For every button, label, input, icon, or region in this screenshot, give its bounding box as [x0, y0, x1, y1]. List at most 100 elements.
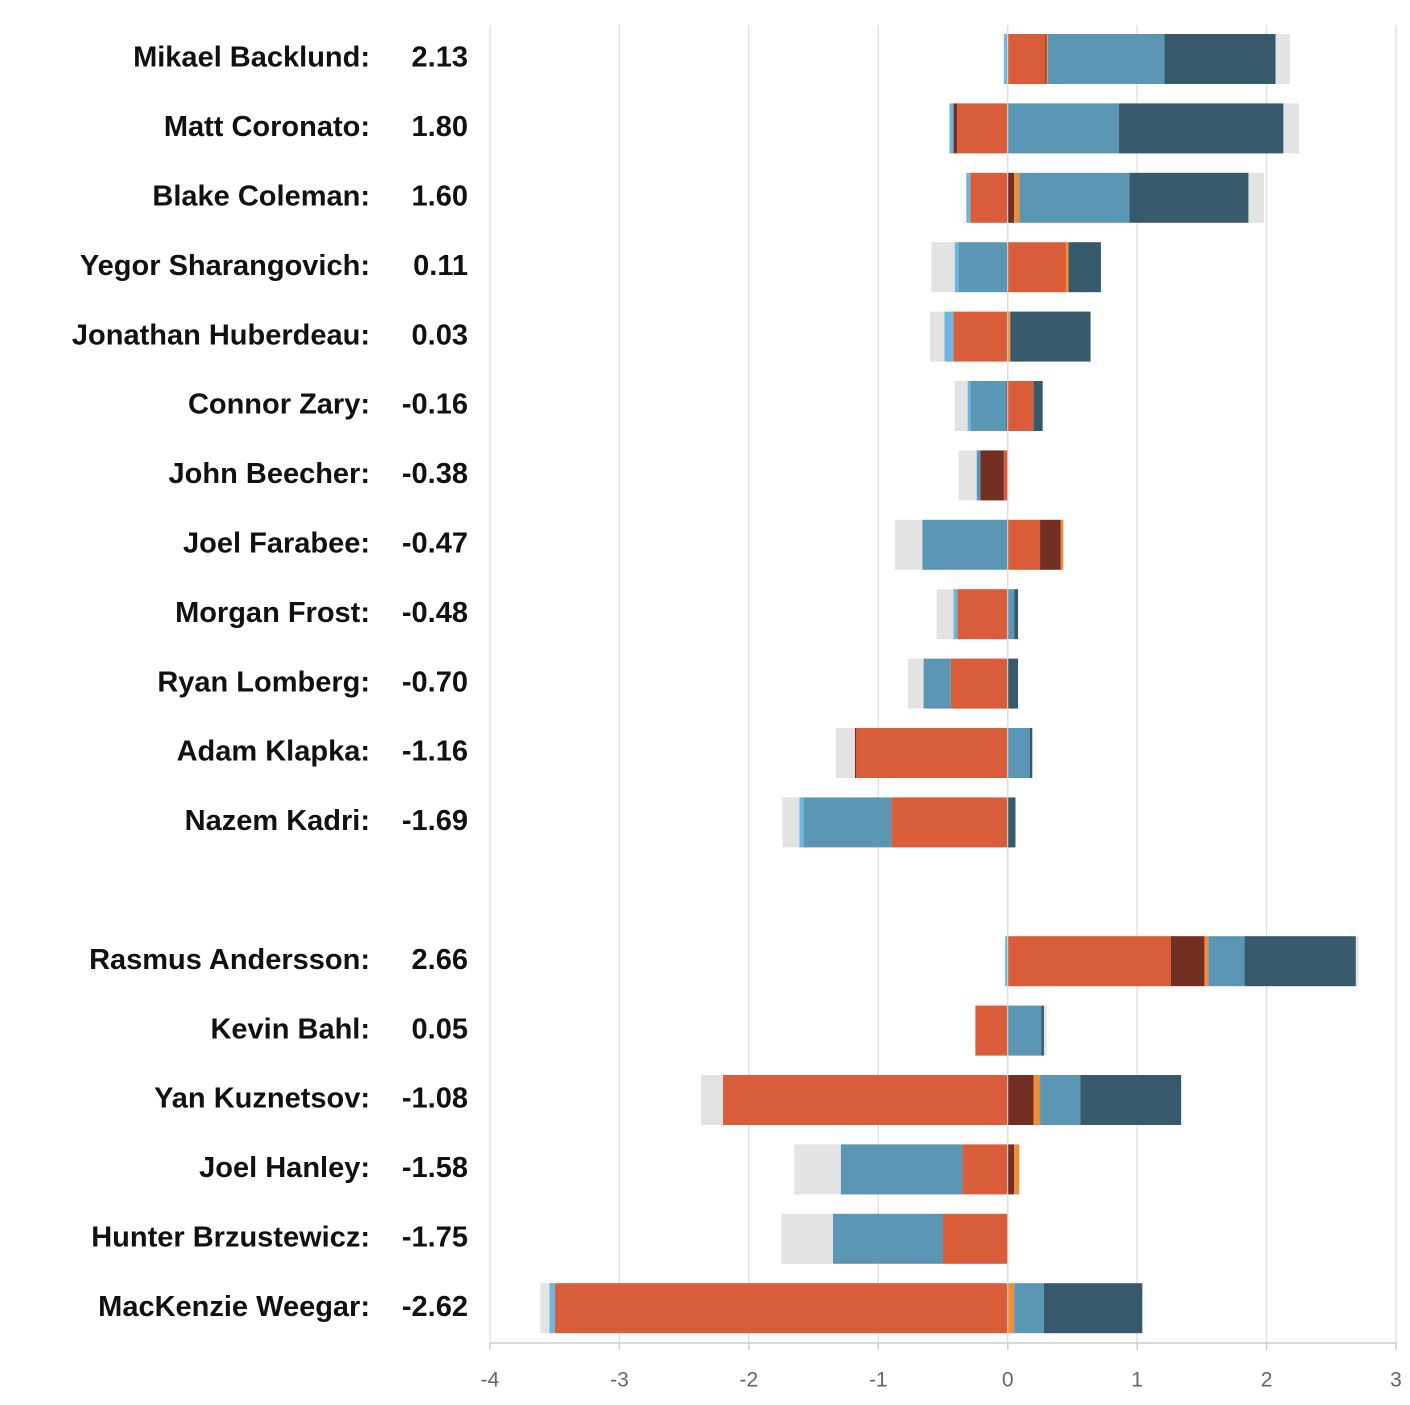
bar-segment: [835, 728, 855, 778]
total-label: -1.16: [402, 736, 468, 768]
category-label: Kevin Bahl:: [210, 1013, 370, 1045]
total-label: 0.03: [412, 319, 468, 351]
bar-segment: [975, 1005, 1008, 1056]
bar-segment: [1043, 1005, 1047, 1056]
bar-segment: [1007, 1283, 1015, 1334]
bar-segment: [1007, 589, 1015, 640]
bar-segment: [1119, 103, 1284, 154]
total-label: 0.11: [413, 250, 468, 282]
x-tick-label: -2: [740, 1369, 759, 1392]
bar-segment: [781, 1213, 833, 1264]
total-label: 1.60: [412, 180, 468, 212]
bar-segment: [1041, 1005, 1044, 1056]
bar-segment: [966, 172, 971, 223]
bar-segment: [930, 311, 945, 362]
bar-segment: [953, 589, 958, 640]
bar-segment: [936, 589, 954, 640]
bar-segment: [1006, 381, 1008, 431]
bar-segment: [1014, 589, 1019, 640]
bar-segment: [1007, 519, 1041, 570]
bar-segment: [1129, 172, 1249, 223]
total-label: -0.47: [402, 527, 468, 559]
bar-segment: [722, 1075, 1008, 1125]
bar-segment: [782, 797, 800, 848]
total-label: -0.16: [402, 389, 468, 421]
bar-segment: [1019, 172, 1130, 223]
total-label: 2.66: [412, 944, 468, 976]
bar-segment: [1283, 103, 1299, 154]
bar-segment: [950, 658, 1008, 709]
bar-segment: [962, 1144, 1008, 1195]
bar-segment: [1068, 242, 1101, 293]
bar-segment: [1007, 1144, 1015, 1195]
bar-segment: [949, 103, 954, 154]
bar-segment: [1046, 34, 1048, 84]
bar-segment: [967, 381, 971, 431]
bar-segment: [1204, 936, 1209, 987]
total-label: -0.38: [402, 458, 468, 490]
bar-segment: [1007, 1005, 1042, 1056]
bar-segment: [1007, 172, 1015, 223]
category-label: Joel Farabee:: [183, 527, 370, 559]
bar-segment: [976, 450, 981, 501]
bar-segment: [840, 1144, 963, 1195]
category-label: Jonathan Huberdeau:: [72, 319, 370, 351]
category-label: Ryan Lomberg:: [157, 666, 370, 698]
x-tick-label: 1: [1131, 1369, 1143, 1392]
bar-segment: [1355, 936, 1359, 987]
bar-segment: [1005, 936, 1008, 987]
bar-segment: [953, 311, 1008, 362]
bar-segment: [549, 1283, 555, 1334]
category-label: Connor Zary:: [188, 389, 370, 421]
bar-segment: [1029, 728, 1033, 778]
bar-segment: [1010, 311, 1091, 362]
total-label: -0.48: [402, 597, 468, 629]
total-label: -1.08: [402, 1083, 468, 1115]
bar-segment: [1007, 728, 1030, 778]
bar-segment: [700, 1075, 723, 1125]
category-label: Hunter Brzustewicz:: [91, 1221, 370, 1253]
total-label: 0.05: [412, 1013, 468, 1045]
category-label: Yan Kuznetsov:: [154, 1083, 370, 1115]
bar-segment: [1007, 797, 1016, 848]
bar-segment: [1248, 172, 1264, 223]
bar-segment: [970, 381, 1007, 431]
bar-segment: [1007, 34, 1046, 84]
bar-segment: [895, 519, 923, 570]
bar-segment: [957, 589, 1008, 640]
bar-segment: [953, 103, 958, 154]
bar-segment: [1065, 242, 1069, 293]
bar-segment: [1040, 519, 1061, 570]
bar-segment: [554, 1283, 1008, 1334]
bar-segment: [954, 242, 959, 293]
category-label: Adam Klapka:: [177, 736, 370, 768]
bar-segment: [1244, 936, 1356, 987]
bar-segment: [923, 658, 951, 709]
bar-segment: [1007, 242, 1066, 293]
bar-segment: [957, 103, 1008, 154]
bar-segment: [1275, 34, 1290, 84]
total-label: -1.58: [402, 1152, 468, 1184]
total-label: -1.75: [402, 1221, 468, 1253]
x-tick-label: -4: [481, 1369, 500, 1392]
bar-segment: [803, 797, 892, 848]
bar-segment: [954, 381, 968, 431]
bar-segment: [1033, 381, 1043, 431]
bar-segment: [1040, 1075, 1081, 1125]
bar-segment: [856, 728, 1008, 778]
total-label: -0.70: [402, 666, 468, 698]
bar-segment: [922, 519, 1008, 570]
bar-segment: [1170, 936, 1205, 987]
bar-segment: [958, 450, 977, 501]
bar-segment: [970, 172, 1008, 223]
bar-segment: [1208, 936, 1245, 987]
bar-segment: [1043, 1283, 1143, 1334]
bar-segment: [943, 1213, 1008, 1264]
bar-segment: [1003, 450, 1008, 501]
category-label: Matt Coronato:: [164, 111, 370, 143]
bar-segment: [980, 450, 1004, 501]
bar-segment: [1033, 1075, 1041, 1125]
bar-segment: [1007, 381, 1034, 431]
x-tick-label: -3: [610, 1369, 629, 1392]
category-label: Joel Hanley:: [199, 1152, 370, 1184]
